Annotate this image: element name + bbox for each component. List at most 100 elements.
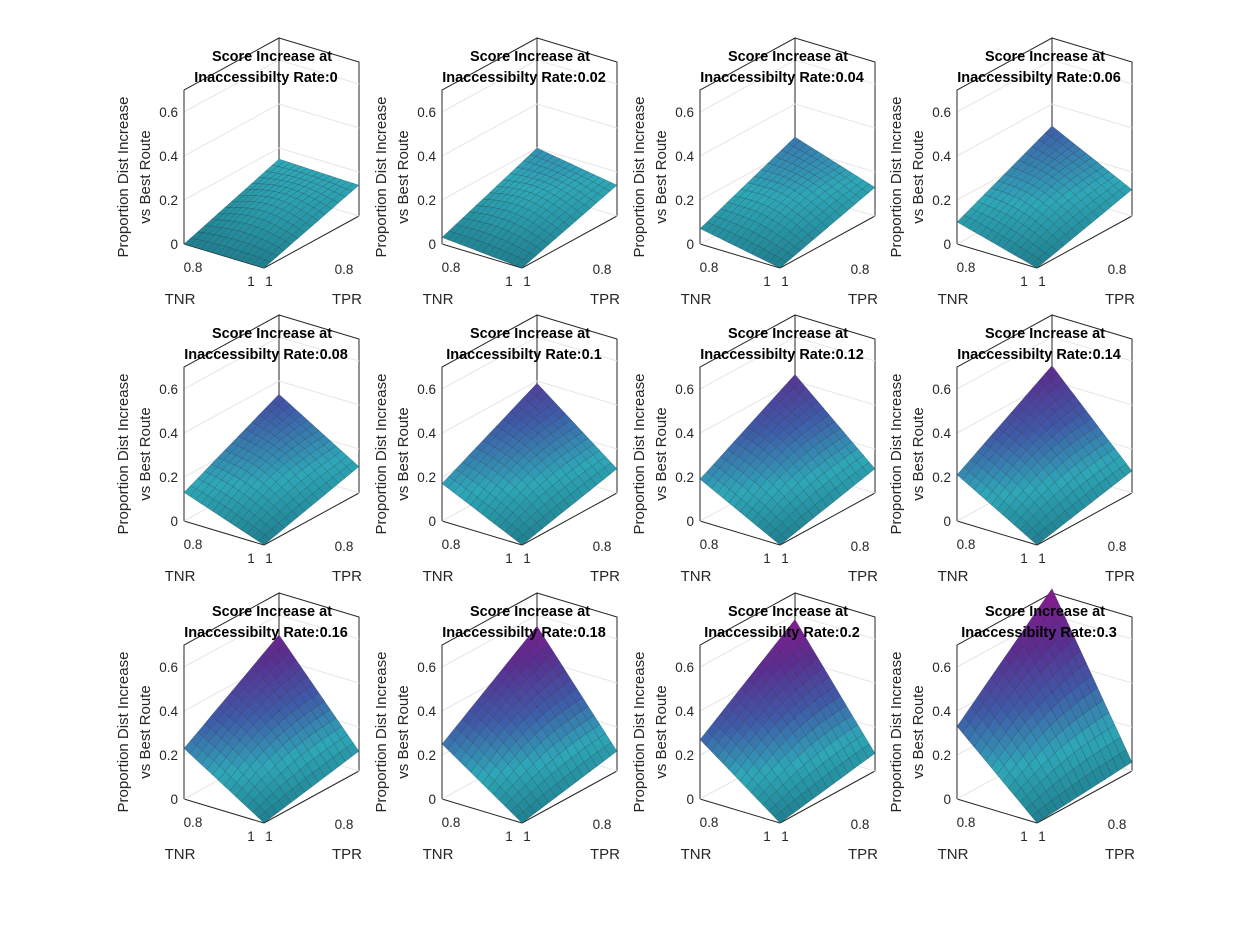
z-tick-label: 0.2	[159, 748, 178, 763]
x-tick-label: 1	[247, 551, 255, 566]
x-tick-label: 0.8	[442, 537, 461, 552]
z-axis-label-line1: Proportion Dist Increase	[115, 652, 132, 813]
subplot-title-line2: Inaccessibilty Rate:0.06	[957, 70, 1121, 86]
x-tick-label: 1	[247, 274, 255, 289]
x-axis-label: TNR	[423, 846, 454, 863]
subplot-8: 0 0.2 0.4 0.6 0.8 1 1 0.8 TNR TPR Proportion Dist …	[888, 314, 1135, 585]
subplot-title-line1: Score Increase at	[985, 326, 1105, 342]
subplot-7: 0 0.2 0.4 0.6 0.8 1 1 0.8 TNR TPR Proportion Dist …	[631, 314, 878, 585]
surface-cell	[258, 534, 272, 546]
z-tick-label: 0.6	[417, 105, 436, 120]
z-axis-label: Proportion Dist Increase vs Best Route	[631, 97, 670, 258]
z-tick-label: 0.2	[675, 748, 694, 763]
x-axis-label: TNR	[938, 291, 969, 308]
z-tick-label: 0.4	[159, 704, 178, 719]
z-axis-label-line2: vs Best Route	[910, 685, 927, 778]
z-tick-label: 0	[943, 792, 951, 807]
z-tick-label: 0.2	[417, 748, 436, 763]
x-tick-label: 0.8	[700, 815, 719, 830]
z-tick-label: 0	[170, 792, 178, 807]
surface	[699, 136, 876, 269]
z-axis-label: Proportion Dist Increase vs Best Route	[888, 97, 927, 258]
subplot-3: 0 0.2 0.4 0.6 0.8 1 1 0.8 TNR TPR Proportion Dist …	[631, 37, 878, 308]
subplot-title-line2: Inaccessibilty Rate:0.1	[446, 347, 602, 363]
x-tick-label: 1	[505, 829, 513, 844]
x-tick-label: 0.8	[442, 260, 461, 275]
surface	[183, 158, 360, 269]
subplot-4: 0 0.2 0.4 0.6 0.8 1 1 0.8 TNR TPR Proportion Dist …	[888, 37, 1135, 308]
y-tick-label: 1	[1038, 274, 1046, 289]
y-tick-label: 0.8	[335, 539, 354, 554]
z-tick-label: 0.6	[675, 105, 694, 120]
surface-cell	[773, 258, 788, 269]
z-axis-label: Proportion Dist Increase vs Best Route	[115, 652, 154, 813]
z-tick-label: 0.6	[675, 382, 694, 397]
subplot-title-line2: Inaccessibilty Rate:0.16	[184, 625, 348, 641]
subplot-title-line1: Score Increase at	[728, 326, 848, 342]
y-tick-label: 1	[781, 551, 789, 566]
x-tick-label: 0.8	[700, 537, 719, 552]
z-axis-label-line1: Proportion Dist Increase	[115, 374, 132, 535]
z-axis-label-line2: vs Best Route	[395, 407, 412, 500]
surface	[699, 374, 876, 546]
subplot-9: 0 0.2 0.4 0.6 0.8 1 1 0.8 TNR TPR Proportion Dist …	[115, 592, 362, 863]
z-tick-label: 0.2	[417, 470, 436, 485]
subplot-title-line1: Score Increase at	[212, 604, 332, 620]
z-axis-label-line2: vs Best Route	[395, 130, 412, 223]
z-tick-label: 0.6	[159, 382, 178, 397]
y-axis-label: TPR	[332, 568, 362, 585]
surface	[956, 365, 1133, 546]
subplot-2: 0 0.2 0.4 0.6 0.8 1 1 0.8 TNR TPR Proportion Dist …	[373, 37, 620, 308]
x-tick-label: 1	[763, 829, 771, 844]
y-axis-label: TPR	[1105, 291, 1135, 308]
surface	[441, 147, 618, 269]
x-tick-label: 0.8	[700, 260, 719, 275]
y-tick-label: 0.8	[851, 817, 870, 832]
y-axis-label: TPR	[590, 291, 620, 308]
y-tick-label: 1	[265, 551, 273, 566]
z-axis-label-line2: vs Best Route	[910, 130, 927, 223]
surface-cell	[774, 534, 788, 546]
y-axis-label: TPR	[848, 846, 878, 863]
z-axis-label-line1: Proportion Dist Increase	[115, 97, 132, 258]
z-tick-label: 0.4	[417, 704, 436, 719]
z-axis-label-line2: vs Best Route	[395, 685, 412, 778]
y-tick-label: 0.8	[851, 539, 870, 554]
x-tick-label: 1	[1020, 829, 1028, 844]
subplot-title-line1: Score Increase at	[728, 604, 848, 620]
z-axis-label-line2: vs Best Route	[137, 130, 154, 223]
z-tick-label: 0	[686, 792, 694, 807]
subplot-title-line1: Score Increase at	[470, 49, 590, 65]
z-tick-label: 0	[170, 237, 178, 252]
z-tick-label: 0.2	[932, 748, 951, 763]
y-axis-label: TPR	[1105, 846, 1135, 863]
x-axis-label: TNR	[165, 568, 196, 585]
x-tick-label: 1	[763, 551, 771, 566]
z-tick-label: 0.4	[675, 149, 694, 164]
y-axis-label: TPR	[590, 568, 620, 585]
z-axis-label: Proportion Dist Increase vs Best Route	[373, 97, 412, 258]
subplot-12: 0 0.2 0.4 0.6 0.8 1 1 0.8 TNR TPR Proportion Dist …	[888, 588, 1135, 863]
subplot-11: 0 0.2 0.4 0.6 0.8 1 1 0.8 TNR TPR Proportion Dist …	[631, 592, 878, 863]
x-tick-label: 0.8	[184, 260, 203, 275]
z-tick-label: 0.6	[417, 382, 436, 397]
y-tick-label: 1	[523, 274, 531, 289]
z-axis-label-line1: Proportion Dist Increase	[888, 652, 905, 813]
z-tick-label: 0.2	[159, 193, 178, 208]
z-tick-label: 0	[428, 237, 436, 252]
subplot-title-line2: Inaccessibilty Rate:0.12	[700, 347, 864, 363]
x-axis-label: TNR	[681, 291, 712, 308]
y-tick-label: 1	[265, 274, 273, 289]
z-tick-label: 0.2	[417, 193, 436, 208]
x-axis-label: TNR	[681, 568, 712, 585]
x-axis-label: TNR	[165, 846, 196, 863]
y-axis-label: TPR	[332, 291, 362, 308]
z-axis-label: Proportion Dist Increase vs Best Route	[373, 652, 412, 813]
z-axis-label: Proportion Dist Increase vs Best Route	[115, 97, 154, 258]
surface-cell	[516, 811, 530, 824]
y-tick-label: 0.8	[1108, 262, 1127, 277]
subplot-title-line1: Score Increase at	[728, 49, 848, 65]
x-tick-label: 0.8	[957, 815, 976, 830]
x-axis-label: TNR	[423, 291, 454, 308]
surface	[956, 125, 1133, 269]
